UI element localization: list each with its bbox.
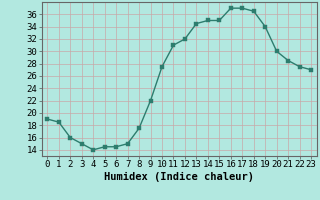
X-axis label: Humidex (Indice chaleur): Humidex (Indice chaleur) (104, 172, 254, 182)
